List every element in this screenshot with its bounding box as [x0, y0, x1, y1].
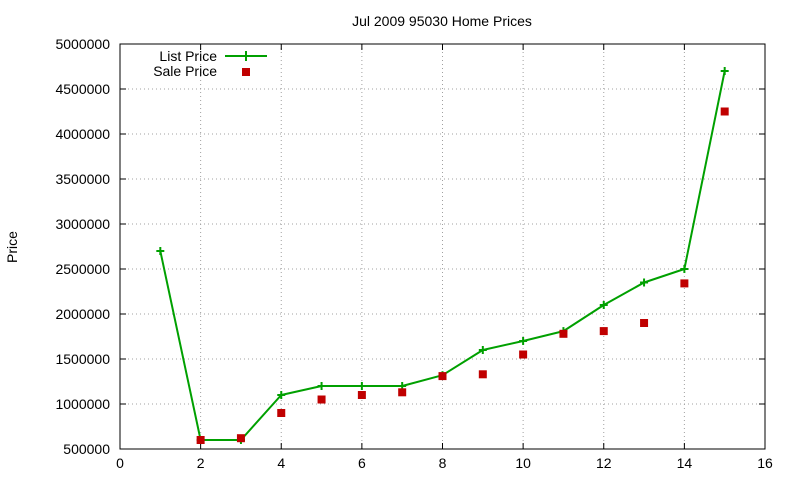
- y-tick-label: 3500000: [55, 171, 110, 187]
- list-price-point: [478, 346, 487, 354]
- legend-marker-list-price: [241, 51, 251, 61]
- sale-price-point: [236, 434, 245, 443]
- legend-marker-sale-price: [242, 68, 250, 76]
- y-tick-label: 2500000: [55, 261, 110, 277]
- y-tick-label: 5000000: [55, 36, 110, 52]
- plot-frame: [119, 43, 766, 450]
- series: [156, 67, 729, 444]
- sale-price-point: [559, 329, 568, 338]
- y-tick-label: 500000: [63, 441, 110, 457]
- y-tick-label: 2000000: [55, 306, 110, 322]
- list-price-point: [640, 278, 649, 287]
- sale-price-point: [519, 350, 528, 359]
- y-tick-label: 3000000: [55, 216, 110, 232]
- sale-price-point: [196, 436, 205, 444]
- sale-price-point: [357, 391, 366, 399]
- legend-label-sale-price: Sale Price: [153, 63, 217, 79]
- x-tick-label: 4: [277, 455, 285, 471]
- y-tick-label: 4500000: [55, 81, 110, 97]
- axis-ticks: 0 2 4 6 8 10 12 14 16 500000 1000000 1500000 2000000…: [55, 36, 773, 471]
- x-tick-label: 8: [439, 455, 447, 471]
- y-tick-label: 4000000: [55, 126, 110, 142]
- sale-price-point: [599, 327, 608, 336]
- legend-label-list-price: List Price: [159, 48, 217, 64]
- sale-price-point: [478, 370, 487, 379]
- sale-price-point: [438, 372, 447, 381]
- x-tick-label: 2: [197, 455, 205, 471]
- x-tick-label: 14: [677, 455, 693, 471]
- y-axis-label: Price: [4, 231, 20, 263]
- list-price-point: [680, 265, 689, 273]
- list-price-point: [156, 247, 165, 255]
- x-tick-label: 16: [757, 455, 773, 471]
- legend: List Price Sale Price: [153, 48, 267, 79]
- sale-price-point: [680, 279, 689, 288]
- sale-price-point: [640, 319, 649, 327]
- chart-title: Jul 2009 95030 Home Prices: [352, 13, 532, 29]
- y-tick-label: 1000000: [55, 396, 110, 412]
- x-tick-label: 10: [515, 455, 531, 471]
- grid: [120, 44, 765, 449]
- list-price-point: [720, 67, 729, 75]
- sale-price-point: [720, 107, 729, 116]
- list-price-point: [519, 337, 528, 345]
- list-price-point: [277, 391, 286, 399]
- sale-price-point: [277, 409, 286, 417]
- sale-price-point: [317, 395, 326, 404]
- x-tick-label: 12: [596, 455, 612, 471]
- list-price-point: [599, 301, 608, 309]
- sale-price-point: [398, 388, 407, 397]
- list-price-point: [317, 382, 326, 390]
- list-price-point: [357, 382, 366, 390]
- x-tick-label: 0: [116, 455, 124, 471]
- x-tick-label: 6: [358, 455, 366, 471]
- y-tick-label: 1500000: [55, 351, 110, 367]
